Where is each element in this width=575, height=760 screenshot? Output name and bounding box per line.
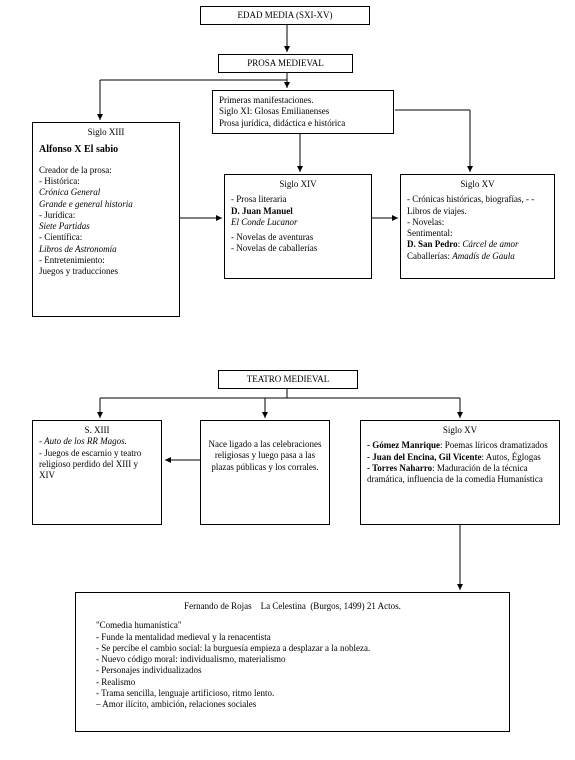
s14-l3: - Novelas de caballerías bbox=[231, 243, 365, 254]
manifest-l2: Siglo XI: Glosas Emilianenses bbox=[219, 106, 387, 117]
s13-w2: Grande e general historia bbox=[39, 199, 173, 210]
s15-work: Cárcel de amor bbox=[462, 239, 518, 249]
teatro-s15-box: Siglo XV - Gómez Manrique: Poemas lírico… bbox=[360, 420, 560, 525]
manifest-l1: Primeras manifestaciones. bbox=[219, 95, 387, 106]
teatro-title: TEATRO MEDIEVAL bbox=[247, 374, 330, 384]
s13-head: Siglo XIII bbox=[39, 127, 173, 138]
s15-l4: Caballerías: bbox=[407, 251, 450, 261]
s15-cab-line: Caballerías: Amadís de Gaula bbox=[407, 251, 548, 262]
ts15-a1: - Gómez Manrique bbox=[367, 440, 440, 450]
teatro-s13-box: S. XIII - Auto de los RR Magos. - Juegos… bbox=[32, 420, 162, 525]
prosa-s15-box: Siglo XV - Crónicas históricas, biografí… bbox=[400, 174, 555, 279]
s14-l2: - Novelas de aventuras bbox=[231, 232, 365, 243]
s15-auth: D. San Pedro bbox=[407, 239, 458, 249]
cel-h3: (Burgos, 1499) 21 Actos. bbox=[310, 601, 401, 611]
teatro-title-box: TEATRO MEDIEVAL bbox=[218, 370, 358, 389]
prosa-s14-box: Siglo XIV - Prosa literaria D. Juan Manu… bbox=[224, 174, 372, 279]
teatro-nace: Nace ligado a las celebraciones religios… bbox=[209, 439, 322, 472]
ts15-head: Siglo XV bbox=[367, 425, 553, 436]
cel-l1: - Funde la mentalidad medieval y la rena… bbox=[96, 632, 489, 643]
s13-l6: Juegos y traducciones bbox=[39, 266, 173, 277]
ts15-t1: : Poemas líricos dramatizados bbox=[440, 440, 548, 450]
s13-w3: Siete Partidas bbox=[39, 221, 173, 232]
ts13-l1: - Juegos de escarnio y teatro religioso … bbox=[39, 448, 155, 482]
ts15-r2: - Juan del Encina, Gil Vicente: Autos, É… bbox=[367, 452, 553, 463]
s14-head: Siglo XIV bbox=[231, 179, 365, 190]
cel-l6: - Trama sencilla, lenguaje artificioso, … bbox=[96, 688, 489, 699]
header-title: EDAD MEDIA (SXI-XV) bbox=[238, 10, 333, 20]
s15-l2: - Novelas: bbox=[407, 217, 548, 228]
ts15-t2: : Autos, Églogas bbox=[482, 452, 541, 462]
prosa-title: PROSA MEDIEVAL bbox=[247, 58, 324, 68]
teatro-nace-box: Nace ligado a las celebraciones religios… bbox=[200, 420, 330, 525]
header-box: EDAD MEDIA (SXI-XV) bbox=[200, 6, 370, 25]
s15-auth-line: D. San Pedro: Cárcel de amor bbox=[407, 239, 548, 250]
s14-work: El Conde Lucanor bbox=[231, 217, 365, 228]
celestina-box: Fernando de Rojas La Celestina (Burgos, … bbox=[75, 592, 510, 732]
cel-l2: - Se percibe el cambio social: la burgue… bbox=[96, 643, 489, 654]
cel-l0: "Comedia humanística" bbox=[96, 620, 489, 631]
s13-l3: - Jurídica: bbox=[39, 210, 173, 221]
s13-l2: - Histórica: bbox=[39, 176, 173, 187]
s13-l1: Creador de la prosa: bbox=[39, 165, 173, 176]
s13-l5: - Entretenimiento: bbox=[39, 255, 173, 266]
ts15-a2: - Juan del Encina, Gil Vicente bbox=[367, 452, 482, 462]
ts13-head: S. XIII bbox=[39, 425, 155, 436]
cel-l4: - Personajes individualizados bbox=[96, 665, 489, 676]
cel-l5: - Realismo bbox=[96, 677, 489, 688]
s13-l4: - Científica: bbox=[39, 232, 173, 243]
prosa-title-box: PROSA MEDIEVAL bbox=[218, 54, 353, 73]
cel-head: Fernando de Rojas La Celestina (Burgos, … bbox=[96, 601, 489, 612]
cel-h2: La Celestina bbox=[261, 601, 306, 611]
s13-w1: Crónica General bbox=[39, 187, 173, 198]
cel-l3: - Nuevo código moral: individualismo, ma… bbox=[96, 654, 489, 665]
ts13-work: - Auto de los RR Magos. bbox=[39, 436, 155, 447]
ts15-r1: - Gómez Manrique: Poemas líricos dramati… bbox=[367, 440, 553, 451]
manifest-l3: Prosa jurídica, didáctica e histórica bbox=[219, 118, 387, 129]
ts15-r3: - Torres Naharro: Maduración de la técni… bbox=[367, 463, 553, 486]
s15-l1: - Crónicas históricas, biografías, - - L… bbox=[407, 194, 548, 217]
s13-author: Alfonso X El sabio bbox=[39, 144, 173, 157]
s15-work2: Amadís de Gaula bbox=[452, 251, 515, 261]
cel-l7: – Amor ilícito, ambición, relaciones soc… bbox=[96, 699, 489, 710]
s15-head: Siglo XV bbox=[407, 179, 548, 190]
s15-l3: Sentimental: bbox=[407, 228, 548, 239]
cel-h1: Fernando de Rojas bbox=[184, 601, 252, 611]
s14-auth: D. Juan Manuel bbox=[231, 206, 365, 217]
prosa-s13-box: Siglo XIII Alfonso X El sabio Creador de… bbox=[32, 122, 180, 317]
s14-l1: - Prosa literaria bbox=[231, 194, 365, 205]
s13-w4: Libros de Astronomía bbox=[39, 244, 173, 255]
ts15-a3: - Torres Naharro bbox=[367, 463, 432, 473]
prosa-manifest-box: Primeras manifestaciones. Siglo XI: Glos… bbox=[212, 90, 394, 134]
